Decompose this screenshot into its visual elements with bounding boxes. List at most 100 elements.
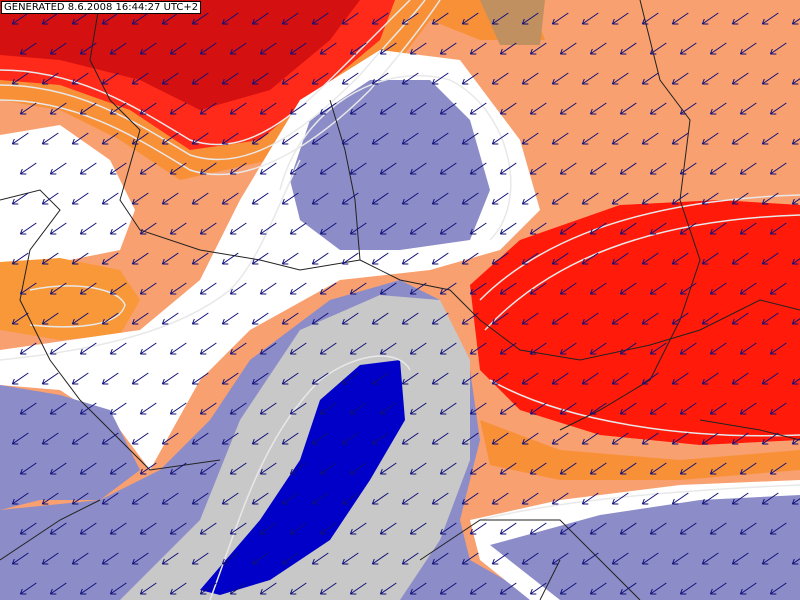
wind-arrow <box>229 102 247 115</box>
wind-arrow <box>469 42 487 55</box>
wind-arrow <box>311 312 329 325</box>
wind-arrow <box>19 522 37 535</box>
wind-arrow <box>71 492 89 505</box>
wind-arrow <box>739 522 757 535</box>
wind-arrow <box>731 552 749 565</box>
wind-arrow <box>221 432 239 445</box>
wind-arrow <box>739 282 757 295</box>
wind-arrow <box>791 258 800 265</box>
border <box>0 189 221 471</box>
wind-arrow <box>349 42 367 55</box>
wind-arrow <box>491 12 509 25</box>
isoline <box>279 74 512 241</box>
wind-arrow <box>499 462 517 475</box>
wind-arrow <box>259 222 277 235</box>
border <box>329 99 800 361</box>
wind-arrow <box>739 582 757 595</box>
wind-arrow <box>701 552 719 565</box>
wind-arrow <box>499 162 517 175</box>
wind-arrow <box>469 162 487 175</box>
wind-arrow <box>499 102 517 115</box>
wind-arrow <box>109 402 127 415</box>
wind-arrow <box>49 342 67 355</box>
wind-arrow <box>109 222 127 235</box>
wind-arrow <box>559 222 577 235</box>
wind-arrow <box>79 42 97 55</box>
wind-arrow <box>191 312 209 325</box>
wind-arrow <box>649 282 667 295</box>
wind-arrow <box>701 252 719 265</box>
wind-arrow <box>79 222 97 235</box>
wind-arrow <box>611 192 629 205</box>
wind-arrow <box>199 102 217 115</box>
wind-arrow <box>289 42 307 55</box>
wind-arrow <box>289 282 307 295</box>
wind-arrow <box>259 522 277 535</box>
wind-arrow <box>491 192 509 205</box>
wind-arrow <box>641 372 659 385</box>
wind-arrow <box>589 342 607 355</box>
wind-arrow <box>619 282 637 295</box>
wind-arrow <box>641 552 659 565</box>
wind-arrow <box>469 582 487 595</box>
wind-arrow <box>71 432 89 445</box>
wind-arrow <box>469 402 487 415</box>
wind-arrow <box>559 162 577 175</box>
wind-arrow <box>679 162 697 175</box>
wind-arrow <box>281 312 299 325</box>
wind-arrow <box>319 102 337 115</box>
wind-arrow <box>371 12 389 25</box>
wind-arrow <box>371 492 389 505</box>
wind-arrow <box>139 42 157 55</box>
wind-arrow <box>191 252 209 265</box>
wind-arrow <box>41 312 59 325</box>
wind-arrow <box>469 462 487 475</box>
wind-arrow <box>641 12 659 25</box>
wind-arrow <box>259 582 277 595</box>
wind-arrow <box>581 372 599 385</box>
wind-arrow <box>101 552 119 565</box>
wind-arrow <box>11 372 29 385</box>
wind-arrow <box>161 132 179 145</box>
wind-arrow <box>619 462 637 475</box>
isoline <box>0 0 441 176</box>
wind-arrow <box>529 342 547 355</box>
wind-arrow <box>709 42 727 55</box>
wind-arrow <box>761 492 779 505</box>
wind-arrow <box>281 72 299 85</box>
wind-arrow <box>649 402 667 415</box>
wind-arrow <box>469 222 487 235</box>
wind-arrow <box>671 432 689 445</box>
wind-arrow <box>679 582 697 595</box>
wind-arrow <box>529 42 547 55</box>
wind-arrow <box>499 342 517 355</box>
wind-arrow <box>259 402 277 415</box>
wind-arrow <box>139 342 157 355</box>
wind-arrow <box>611 132 629 145</box>
wind-arrow <box>49 522 67 535</box>
wind-arrow <box>671 12 689 25</box>
wind-arrow <box>11 132 29 145</box>
wind-arrow <box>701 432 719 445</box>
wind-arrow <box>431 252 449 265</box>
wind-arrow <box>281 192 299 205</box>
wind-arrow <box>791 318 800 325</box>
wind-arrow <box>221 492 239 505</box>
isoline <box>0 0 426 161</box>
border <box>89 0 361 271</box>
wind-arrow <box>199 582 217 595</box>
wind-arrow <box>431 12 449 25</box>
wind-arrow <box>431 132 449 145</box>
wind-arrow <box>521 72 539 85</box>
wind-arrow <box>401 192 419 205</box>
wind-arrow <box>611 252 629 265</box>
wind-arrow <box>79 402 97 415</box>
wind-arrow <box>341 312 359 325</box>
wind-arrow <box>739 162 757 175</box>
wind-arrow <box>491 372 509 385</box>
wind-arrow <box>461 132 479 145</box>
wind-arrow <box>109 42 127 55</box>
wind-arrow <box>551 192 569 205</box>
wind-arrow <box>19 462 37 475</box>
